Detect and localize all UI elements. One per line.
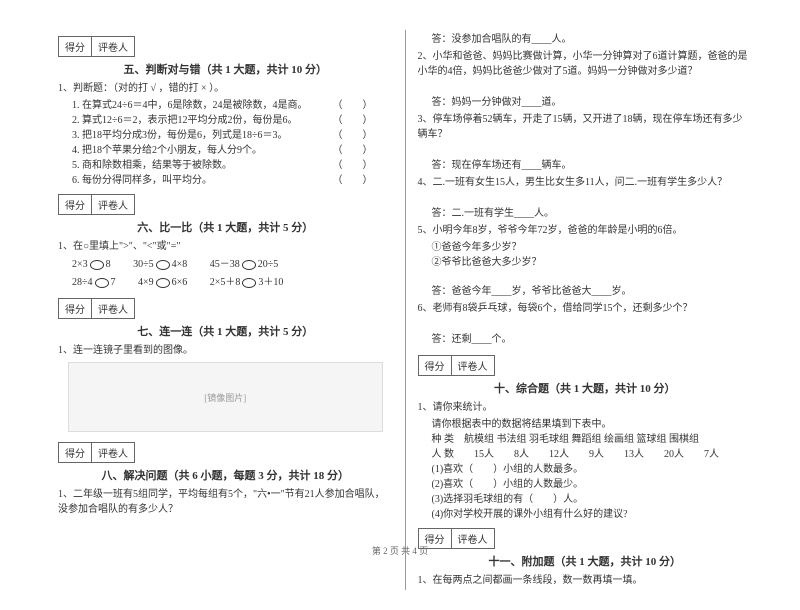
reviewer-label: 评卷人 xyxy=(92,299,134,318)
paren: （ ） xyxy=(333,128,373,143)
sec10-sub3: (3)选择羽毛球组的有（ ）人。 xyxy=(432,492,753,507)
circle-blank xyxy=(242,278,256,288)
sec8-q5: 5、小明今年8岁，爷爷今年72岁，爸爸的年龄是小明的6倍。 xyxy=(418,223,753,238)
score-box-8: 得分 评卷人 xyxy=(58,442,135,463)
circle-blank xyxy=(156,278,170,288)
paren: （ ） xyxy=(333,113,373,128)
sec10-sub2: (2)喜欢（ ）小组的人数最少。 xyxy=(432,477,753,492)
sec10-table-h: 种 类 航模组 书法组 羽毛球组 舞蹈组 绘画组 篮球组 围棋组 xyxy=(432,432,753,447)
cmp-c: 4×9 xyxy=(138,277,154,288)
cmp-d: 4×8 xyxy=(172,259,188,270)
sec8-q1a: 答：没参加合唱队的有____人。 xyxy=(432,32,753,47)
sec5-i1-text: 1. 在算式24÷6＝4中，6是除数，24是被除数，4是商。 xyxy=(72,100,308,111)
sec8-q5s1: ①爸爸今年多少岁？ xyxy=(432,240,753,255)
sec10-table-d: 人 数 15人 8人 12人 9人 13人 20人 7人 xyxy=(432,447,753,462)
score-label: 得分 xyxy=(59,37,92,56)
sec8-q4: 4、二.一班有女生15人，男生比女生多11人，问二.一班有学生多少人？ xyxy=(418,175,753,190)
compare-row-2: 28÷4 7 4×9 6×6 2×5＋8 3＋10 xyxy=(72,274,393,292)
sec10-intro: 1、请你来统计。 xyxy=(418,400,753,415)
cmp-e: 2×5＋8 xyxy=(210,277,241,288)
sec6-intro: 1、在○里填上">"、"<"或"=" xyxy=(58,239,393,254)
circle-blank xyxy=(242,260,256,270)
circle-blank xyxy=(156,260,170,270)
sec8-q2: 2、小华和爸爸、妈妈比赛做计算，小华一分钟算对了6道计算题，爸爸的是小华的4倍，… xyxy=(418,49,753,79)
sec8-q5a: 答：爸爸今年____岁，爷爷比爸爸大____岁。 xyxy=(432,284,753,299)
section-10-title: 十、综合题（共 1 大题，共计 10 分） xyxy=(418,380,753,396)
sec5-item-5: 5. 商和除数相乘，结果等于被除数。 （ ） xyxy=(72,158,393,173)
right-column: 答：没参加合唱队的有____人。 2、小华和爸爸、妈妈比赛做计算，小华一分钟算对… xyxy=(410,30,761,590)
cmp-d: 6×6 xyxy=(172,277,188,288)
score-label: 得分 xyxy=(59,443,92,462)
cmp-b: 7 xyxy=(111,277,116,288)
cmp-f: 3＋10 xyxy=(258,277,283,288)
sec5-item-2: 2. 算式12÷6＝2，表示把12平均分成2份，每份是6。 （ ） xyxy=(72,113,393,128)
sec5-i4-text: 4. 把18个苹果分给2个小朋友，每人分9个。 xyxy=(72,145,262,156)
paren: （ ） xyxy=(333,98,373,113)
sec11-q: 1、在每两点之间都画一条线段，数一数再填一填。 xyxy=(418,573,753,588)
reviewer-label: 评卷人 xyxy=(92,443,134,462)
sec8-q3a: 答：现在停车场还有____辆车。 xyxy=(432,158,753,173)
score-box-5: 得分 评卷人 xyxy=(58,36,135,57)
page-content: 得分 评卷人 五、判断对与错（共 1 大题，共计 10 分） 1、判断题：（对的… xyxy=(0,0,800,610)
circle-blank xyxy=(90,260,104,270)
sec8-q1: 1、二年级一班有5组同学，平均每组有5个，"六•一"节有21人参加合唱队，没参加… xyxy=(58,487,393,517)
sec5-intro: 1、判断题：（对的打 √ ，错的打 × ）。 xyxy=(58,81,393,96)
reviewer-label: 评卷人 xyxy=(452,356,494,375)
cmp-c: 30÷5 xyxy=(133,259,154,270)
paren: （ ） xyxy=(333,158,373,173)
sec8-q4a: 答：二.一班有学生____人。 xyxy=(432,206,753,221)
sec10-intro2: 请你根据表中的数据将结果填到下表中。 xyxy=(432,417,753,432)
cmp-e: 45－38 xyxy=(210,259,240,270)
sec5-i2-text: 2. 算式12÷6＝2，表示把12平均分成2份，每份是6。 xyxy=(72,115,298,126)
sec8-q3: 3、停车场停着52辆车，开走了15辆，又开进了18辆，现在停车场还有多少辆车？ xyxy=(418,112,753,142)
sec5-item-6: 6. 每份分得同样多，叫平均分。 （ ） xyxy=(72,173,393,188)
section-7-title: 七、连一连（共 1 大题，共计 5 分） xyxy=(58,323,393,339)
sec8-q2a: 答：妈妈一分钟做对____道。 xyxy=(432,95,753,110)
cmp-f: 20÷5 xyxy=(258,259,279,270)
sec5-i5-text: 5. 商和除数相乘，结果等于被除数。 xyxy=(72,160,232,171)
cmp-b: 8 xyxy=(106,259,111,270)
cmp-a: 2×3 xyxy=(72,259,88,270)
sec8-q6a: 答：还剩____个。 xyxy=(432,332,753,347)
cmp-a: 28÷4 xyxy=(72,277,93,288)
score-label: 得分 xyxy=(59,299,92,318)
paren: （ ） xyxy=(333,173,373,188)
sec7-intro: 1、连一连镜子里看到的图像。 xyxy=(58,343,393,358)
sec5-item-1: 1. 在算式24÷6＝4中，6是除数，24是被除数，4是商。 （ ） xyxy=(72,98,393,113)
score-label: 得分 xyxy=(419,356,452,375)
sec8-q5s2: ②爷爷比爸爸大多少岁？ xyxy=(432,255,753,270)
sec5-i3-text: 3. 把18平均分成3份，每份是6，列式是18÷6＝3。 xyxy=(72,130,288,141)
score-box-10: 得分 评卷人 xyxy=(418,355,495,376)
section-6-title: 六、比一比（共 1 大题，共计 5 分） xyxy=(58,219,393,235)
sec8-q6: 6、老师有8袋乒乓球，每袋6个，借给同学15个，还剩多少个？ xyxy=(418,301,753,316)
reviewer-label: 评卷人 xyxy=(92,37,134,56)
sec5-item-4: 4. 把18个苹果分给2个小朋友，每人分9个。 （ ） xyxy=(72,143,393,158)
column-divider xyxy=(405,30,406,590)
compare-row-1: 2×3 8 30÷5 4×8 45－38 20÷5 xyxy=(72,256,393,274)
paren: （ ） xyxy=(333,143,373,158)
section-5-title: 五、判断对与错（共 1 大题，共计 10 分） xyxy=(58,61,393,77)
reviewer-label: 评卷人 xyxy=(92,195,134,214)
left-column: 得分 评卷人 五、判断对与错（共 1 大题，共计 10 分） 1、判断题：（对的… xyxy=(50,30,401,590)
page-footer: 第 2 页 共 4 页 xyxy=(0,544,800,557)
sec5-item-3: 3. 把18平均分成3份，每份是6，列式是18÷6＝3。 （ ） xyxy=(72,128,393,143)
circle-blank xyxy=(95,278,109,288)
sec10-sub1: (1)喜欢（ ）小组的人数最多。 xyxy=(432,462,753,477)
sec10-sub4: (4)你对学校开展的课外小组有什么好的建议? xyxy=(432,507,753,522)
mirror-image: [镜像图片] xyxy=(68,362,383,432)
sec5-i6-text: 6. 每份分得同样多，叫平均分。 xyxy=(72,175,212,186)
score-box-6: 得分 评卷人 xyxy=(58,194,135,215)
section-8-title: 八、解决问题（共 6 小题，每题 3 分，共计 18 分） xyxy=(58,467,393,483)
score-box-7: 得分 评卷人 xyxy=(58,298,135,319)
score-label: 得分 xyxy=(59,195,92,214)
